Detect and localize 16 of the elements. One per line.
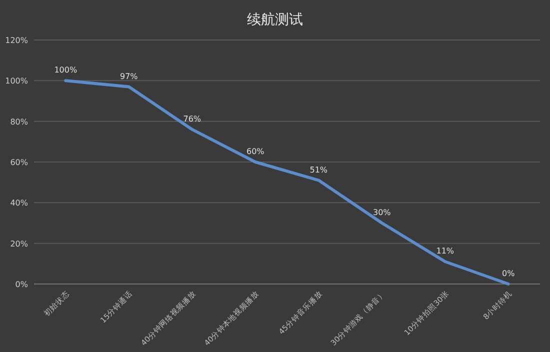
y-tick-label: 100% bbox=[5, 76, 28, 86]
text: 97% bbox=[120, 72, 138, 81]
y-tick-label: 60% bbox=[10, 158, 28, 167]
chart-title: 续航测试 bbox=[247, 12, 303, 28]
y-tick-label: 40% bbox=[10, 198, 28, 208]
y-tick-label: 0% bbox=[15, 280, 28, 289]
text: 11% bbox=[436, 246, 454, 256]
text: 30% bbox=[372, 208, 391, 217]
text: 0% bbox=[502, 269, 515, 278]
y-tick-label: 120% bbox=[5, 36, 28, 45]
text: 60% bbox=[246, 147, 264, 156]
text: 76% bbox=[183, 114, 202, 124]
text: 100% bbox=[54, 66, 78, 75]
y-tick-label: 20% bbox=[10, 239, 28, 248]
y-tick-label: 80% bbox=[10, 117, 28, 126]
text: 51% bbox=[310, 165, 328, 174]
